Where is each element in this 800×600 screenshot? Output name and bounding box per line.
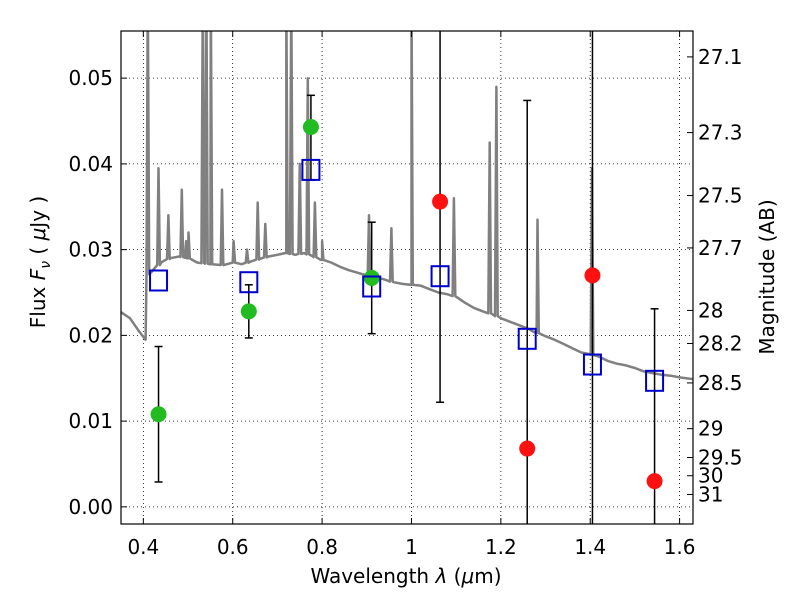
model-flux-square	[582, 353, 602, 376]
marker-layer	[149, 119, 665, 490]
data-point	[150, 406, 167, 423]
y-axis-label: Flux Fν ( μJy )	[26, 196, 54, 328]
data-point	[432, 193, 449, 210]
x-tick-label: 0.8	[306, 535, 338, 559]
y-tick-label: 0.02	[68, 323, 113, 347]
data-point	[302, 119, 319, 136]
x-tick-label: 1	[405, 535, 418, 559]
data-point	[584, 267, 601, 284]
model-flux-square	[430, 265, 450, 288]
y-axis-label-post: (	[26, 240, 50, 261]
x-tick-label: 0.4	[127, 535, 159, 559]
y2-tick-label: 28.2	[698, 331, 743, 355]
x-axis-label: Wavelength λ (μm)	[310, 564, 501, 588]
grid	[121, 31, 693, 524]
model-flux-square	[149, 269, 169, 292]
y-tick-label: 0.01	[68, 409, 113, 433]
x-axis-label-mu: μ	[460, 564, 474, 588]
y-axis-label-mu: μ	[26, 228, 50, 242]
data-point	[519, 440, 536, 457]
data-point	[646, 473, 663, 490]
x-tick-label: 1.6	[664, 535, 696, 559]
y-axis-label-sub: ν	[38, 261, 54, 269]
plot-frame	[120, 30, 694, 525]
y-tick-label: 0.04	[68, 152, 113, 176]
model-flux-square	[517, 327, 537, 350]
y2-tick-label: 27.5	[698, 184, 743, 208]
y2-tick-label: 31	[698, 482, 723, 506]
sed-model-curve	[121, 31, 693, 381]
y2-tick-label: 29.5	[698, 446, 743, 470]
y-tick-label: 0.00	[68, 495, 113, 519]
x-axis-label-open: (	[447, 564, 461, 588]
y2-tick-label: 28.5	[698, 371, 743, 395]
model-flux-square	[645, 369, 665, 392]
x-axis-label-pre: Wavelength	[310, 564, 435, 588]
x-axis-label-unit: m)	[474, 564, 501, 588]
x-tick-label: 1.4	[574, 535, 606, 559]
y-axis-label-italic: F	[26, 268, 50, 280]
y2-tick-label: 27.3	[698, 121, 743, 145]
x-tick-label: 1.2	[485, 535, 517, 559]
data-point	[240, 303, 257, 320]
y-axis-label-unit: Jy )	[26, 196, 50, 230]
y-tick-label: 0.05	[68, 66, 113, 90]
error-bar-layer	[154, 31, 659, 524]
y2-tick-label: 30	[698, 464, 723, 488]
x-tick-label: 0.6	[217, 535, 249, 559]
y2-axis-label: Magnitude (AB)	[755, 199, 779, 354]
data-point	[363, 269, 380, 286]
y-tick-label: 0.03	[68, 238, 113, 262]
model-flux-square	[301, 158, 321, 181]
y-axis-label-pre: Flux	[26, 280, 50, 328]
model-flux-square	[239, 271, 259, 294]
model-flux-square	[362, 275, 382, 298]
sed-model-layer	[121, 31, 693, 381]
x-axis-label-lambda: λ	[434, 564, 447, 588]
y2-tick-label: 28	[698, 298, 723, 322]
tick-labels: 0.4 0.6 0.8 1 1.2 1.4 1.6 0.00 0.01 0.02 0.03 0.04 0…	[68, 45, 742, 559]
y2-tick-label: 27.7	[698, 236, 743, 260]
y2-tick-label: 27.1	[698, 45, 743, 69]
y2-tick-label: 29	[698, 417, 723, 441]
axes-frame	[120, 30, 694, 525]
